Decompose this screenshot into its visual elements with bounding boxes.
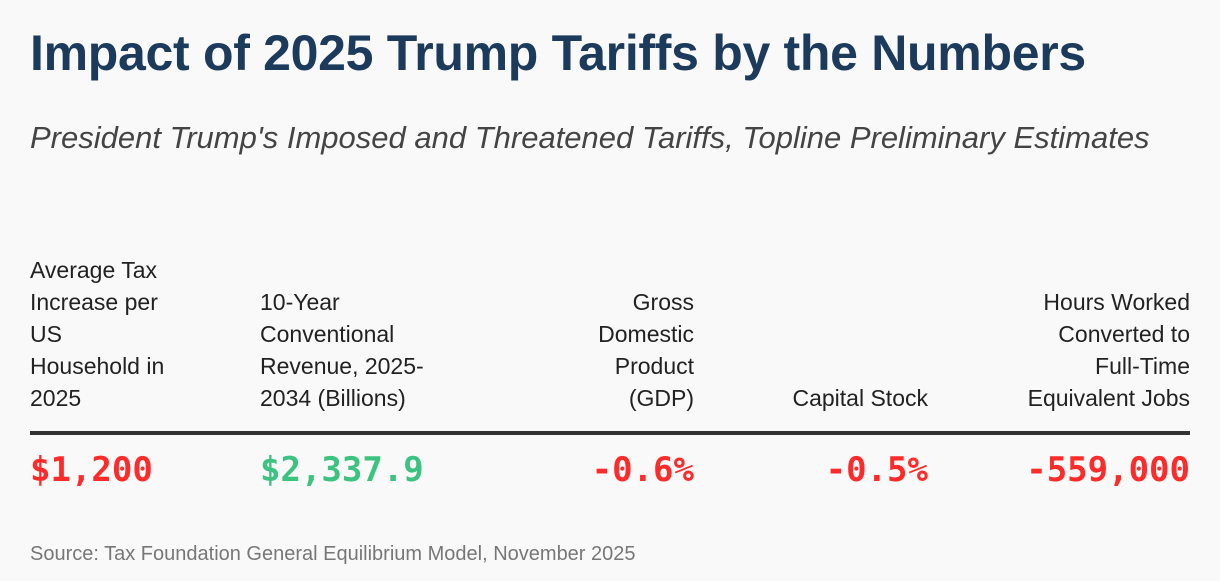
column-header-line: 2025: [30, 385, 82, 411]
column-header-line: Product: [614, 353, 694, 379]
column-header-line: Household in: [30, 353, 165, 379]
metric-value: $2,337.9: [260, 450, 424, 490]
column-header-line: US: [30, 321, 62, 347]
column-header: 10-Year Conventional Revenue, 2025- 2034 (B…: [260, 286, 424, 414]
column-header-line: Domestic: [598, 321, 694, 347]
subtitle: President Trump's Imposed and Threatened…: [30, 120, 1150, 155]
column-header: Hours Worked Converted to Full-Time Equival…: [1028, 286, 1190, 414]
column-header-line: 10-Year: [260, 289, 340, 315]
metric-value: $1,200: [30, 450, 153, 490]
column-header-line: Equivalent Jobs: [1027, 385, 1190, 411]
column-header-line: Capital Stock: [792, 385, 928, 411]
column-header-line: Increase per: [30, 289, 158, 315]
column-header-line: Full-Time: [1095, 353, 1190, 379]
column-header-line: Revenue, 2025-: [260, 353, 424, 379]
column-header-line: Converted to: [1058, 321, 1190, 347]
column-header-line: Conventional: [260, 321, 395, 347]
column-header-line: 2034 (Billions): [260, 385, 406, 411]
column-header: Average Tax Increase per US Household in 202…: [30, 254, 164, 414]
column-header: Capital Stock: [792, 382, 928, 414]
metric-value: -559,000: [1026, 450, 1190, 490]
page-title: Impact of 2025 Trump Tariffs by the Numb…: [30, 25, 1086, 81]
header-divider: [30, 431, 1190, 435]
metric-value: -0.5%: [825, 450, 928, 490]
metric-value: -0.6%: [591, 450, 694, 490]
column-header-line: Gross: [632, 289, 694, 315]
column-header-line: Average Tax: [30, 257, 158, 283]
column-header-line: Hours Worked: [1043, 289, 1190, 315]
column-header: Gross Domestic Product (GDP): [598, 286, 694, 414]
source-note: Source: Tax Foundation General Equilibri…: [30, 543, 636, 565]
column-header-line: (GDP): [628, 385, 694, 411]
